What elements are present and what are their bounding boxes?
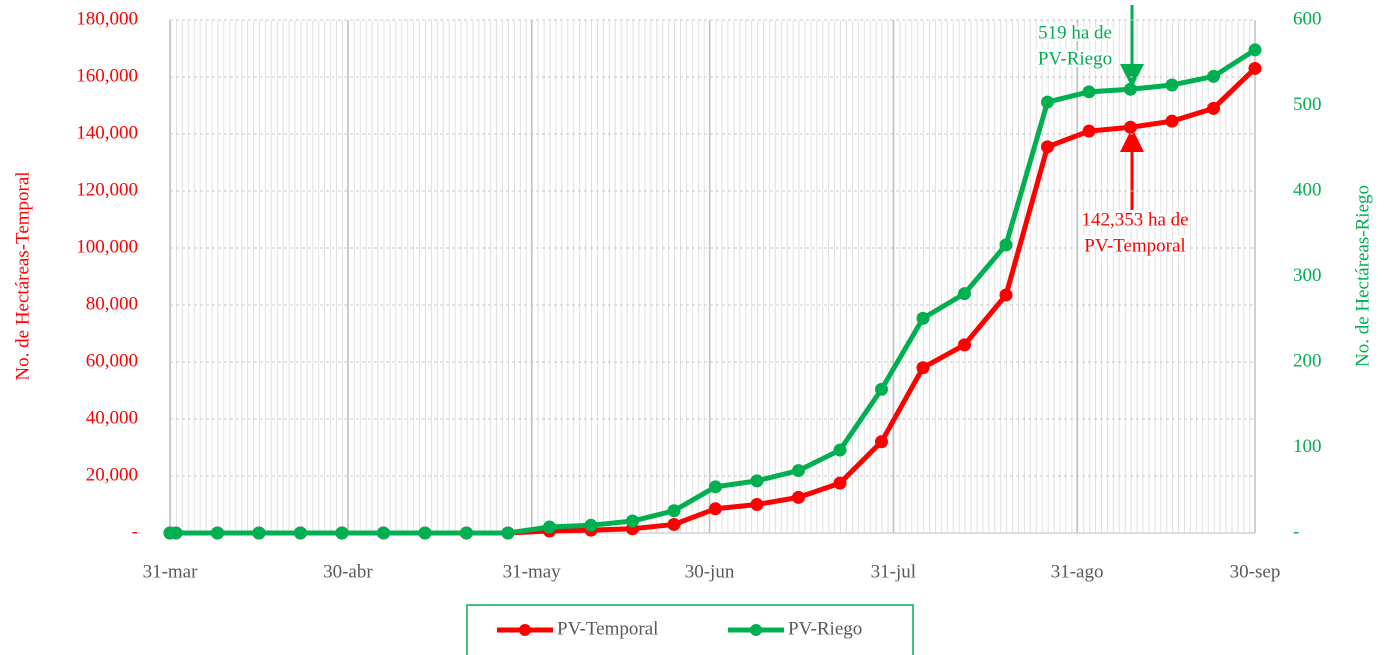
point <box>584 518 598 532</box>
y-tick-label: 100,000 <box>76 236 138 257</box>
y-tick-label: 180,000 <box>76 8 138 29</box>
x-tick-label: 31-mar <box>143 561 199 582</box>
y2-tick-label: 600 <box>1293 8 1322 29</box>
point <box>169 526 183 540</box>
point <box>750 474 764 488</box>
x-tick-label: 31-may <box>503 561 562 582</box>
point <box>916 361 930 375</box>
point <box>957 287 971 301</box>
point <box>1040 140 1054 154</box>
annotation: 519 ha de <box>1038 22 1112 43</box>
point <box>708 480 722 494</box>
point <box>999 288 1013 302</box>
point <box>1165 78 1179 92</box>
point <box>957 338 971 352</box>
point <box>1123 82 1137 96</box>
point <box>833 476 847 490</box>
legend-label: PV-Riego <box>788 618 862 639</box>
point <box>999 238 1013 252</box>
point <box>1248 61 1262 75</box>
y2-tick-label: 300 <box>1293 265 1322 286</box>
point <box>708 502 722 516</box>
point <box>501 526 515 540</box>
point <box>750 498 764 511</box>
point <box>1123 120 1137 134</box>
y-tick-label: 60,000 <box>86 350 138 371</box>
point <box>252 526 266 540</box>
x-tick-label: 30-sep <box>1230 561 1281 582</box>
point <box>667 504 681 518</box>
point <box>791 490 805 504</box>
y-tick-label: 20,000 <box>86 464 138 485</box>
legend-marker <box>750 624 762 636</box>
y2-tick-label: 400 <box>1293 179 1322 200</box>
point <box>833 443 847 457</box>
point <box>1165 114 1179 128</box>
minor-grid <box>170 20 1255 533</box>
point <box>1040 95 1054 109</box>
point <box>1206 69 1220 83</box>
legend-label: PV-Temporal <box>557 618 658 639</box>
y2-axis-label: No. de Hectáreas-Riego <box>1352 185 1373 367</box>
point <box>874 435 888 449</box>
point <box>1082 85 1096 99</box>
point <box>625 514 639 528</box>
point <box>916 311 930 325</box>
series-line <box>170 47 1257 536</box>
point <box>1082 124 1096 138</box>
legend-marker <box>519 624 531 636</box>
point <box>376 526 390 540</box>
x-tick-label: 31-ago <box>1051 561 1104 582</box>
annotation: PV-Temporal <box>1084 235 1185 256</box>
annotation: 142,353 ha de <box>1081 209 1188 230</box>
point <box>1248 43 1262 57</box>
y2-tick-label: - <box>1293 521 1299 542</box>
point <box>418 526 432 540</box>
point <box>791 464 805 478</box>
point <box>874 382 888 396</box>
y-tick-label: 120,000 <box>76 179 138 200</box>
y-tick-label: 140,000 <box>76 122 138 143</box>
y-axis-label: No. de Hectáreas-Temporal <box>12 171 33 380</box>
y-tick-label: - <box>132 521 138 542</box>
point <box>210 526 224 540</box>
y2-tick-label: 200 <box>1293 350 1322 371</box>
point <box>1206 101 1220 115</box>
point <box>459 526 473 540</box>
point <box>542 520 556 534</box>
y2-tick-label: 500 <box>1293 94 1322 115</box>
point <box>667 517 681 531</box>
x-tick-label: 31-jul <box>871 561 916 582</box>
y-tick-label: 160,000 <box>76 65 138 86</box>
x-tick-label: 30-jun <box>685 561 735 582</box>
y2-tick-label: 100 <box>1293 436 1322 457</box>
x-tick-label: 30-abr <box>323 561 373 582</box>
y-tick-label: 40,000 <box>86 407 138 428</box>
point <box>335 526 349 540</box>
point <box>293 526 307 540</box>
y-tick-label: 80,000 <box>86 293 138 314</box>
annotation: PV-Riego <box>1038 48 1112 69</box>
